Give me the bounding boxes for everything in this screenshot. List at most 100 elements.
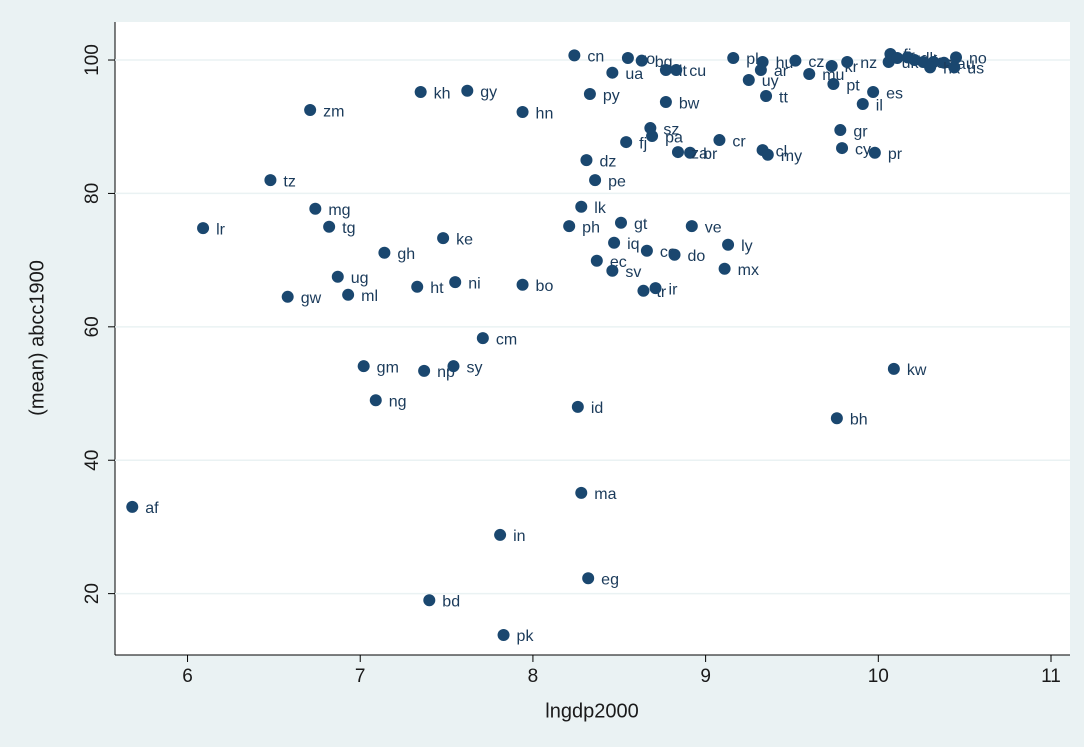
point: [827, 78, 840, 91]
point: [580, 154, 593, 167]
point: [722, 238, 735, 251]
point-label: pt: [846, 77, 860, 94]
x-tick-label: 8: [528, 666, 539, 687]
point-label: pa: [665, 129, 683, 146]
point: [378, 246, 391, 259]
point-label: au: [957, 56, 975, 73]
point-label: pe: [608, 173, 626, 190]
x-axis-title: lngdp2000: [545, 700, 638, 722]
y-tick-label: 60: [82, 316, 103, 337]
point: [670, 64, 683, 77]
point: [830, 412, 843, 425]
point: [583, 88, 596, 101]
point-label: gm: [377, 359, 399, 376]
point-label: bw: [679, 95, 700, 112]
point: [841, 56, 854, 69]
point-label: pk: [517, 628, 535, 645]
point-label: do: [688, 248, 706, 265]
point-label: ua: [625, 66, 643, 83]
point: [836, 142, 849, 155]
point-label: ir: [669, 281, 679, 298]
point: [761, 148, 774, 161]
point-label: gy: [480, 84, 497, 101]
point: [575, 200, 588, 213]
point: [760, 90, 773, 103]
point: [264, 174, 277, 187]
point-label: mx: [738, 262, 759, 279]
point: [418, 364, 431, 377]
point-label: eg: [601, 572, 619, 589]
x-tick-label: 11: [1041, 666, 1061, 687]
point: [449, 276, 462, 289]
point: [606, 66, 619, 79]
point-label: gt: [634, 216, 648, 233]
point: [887, 362, 900, 375]
point: [713, 134, 726, 147]
point-label: tt: [779, 89, 788, 106]
point-label: ar: [774, 63, 789, 80]
point-label: mg: [328, 202, 350, 219]
point: [649, 282, 662, 295]
point-label: il: [876, 97, 883, 114]
point: [516, 278, 529, 291]
point-label: tg: [342, 220, 355, 237]
point-label: my: [781, 148, 802, 165]
point-label: cm: [496, 331, 517, 348]
point-label: cr: [732, 133, 746, 150]
point: [644, 122, 657, 135]
point-label: pl: [746, 51, 758, 68]
point: [563, 220, 576, 233]
point: [608, 236, 621, 249]
point: [614, 216, 627, 229]
point: [568, 49, 581, 62]
point-label: no: [969, 51, 987, 68]
point: [494, 528, 507, 541]
point: [571, 400, 584, 413]
x-tick-label: 6: [182, 666, 193, 687]
point: [891, 52, 904, 65]
point: [718, 262, 731, 275]
y-tick-label: 40: [82, 450, 103, 471]
point-label: cn: [587, 49, 604, 66]
point: [304, 104, 317, 117]
point-label: mu: [822, 67, 844, 84]
point: [635, 54, 648, 67]
point-label: af: [145, 500, 159, 517]
point-label: gh: [397, 246, 415, 263]
point-label: bh: [850, 411, 868, 428]
point-label: bd: [442, 594, 460, 611]
point-label: pr: [888, 146, 903, 163]
point-label: es: [886, 85, 903, 102]
point-label: lr: [216, 221, 226, 238]
point-label: dz: [599, 153, 616, 170]
point: [497, 628, 510, 641]
plot-area: [115, 22, 1070, 655]
point-label: br: [703, 146, 718, 163]
point-label: iq: [627, 236, 639, 253]
point: [659, 64, 672, 77]
point: [924, 61, 937, 74]
point: [331, 270, 344, 283]
point-label: za: [691, 145, 708, 162]
point: [589, 174, 602, 187]
point-label: zm: [323, 103, 344, 120]
y-tick-label: 80: [82, 183, 103, 204]
point-label: uy: [762, 73, 779, 90]
point-label: tr: [656, 284, 666, 301]
point-label: cy: [855, 141, 871, 158]
point-label: hu: [776, 55, 794, 72]
point-label: in: [513, 528, 525, 545]
point: [856, 98, 869, 111]
point: [950, 51, 963, 64]
point-label: id: [591, 400, 603, 417]
point-label: cu: [689, 63, 706, 80]
point-label: kw: [907, 362, 927, 379]
point-label: cz: [808, 54, 824, 71]
point: [754, 64, 767, 77]
point-label: ve: [705, 219, 722, 236]
point: [606, 264, 619, 277]
point: [937, 56, 950, 69]
point-label: gw: [301, 290, 322, 307]
